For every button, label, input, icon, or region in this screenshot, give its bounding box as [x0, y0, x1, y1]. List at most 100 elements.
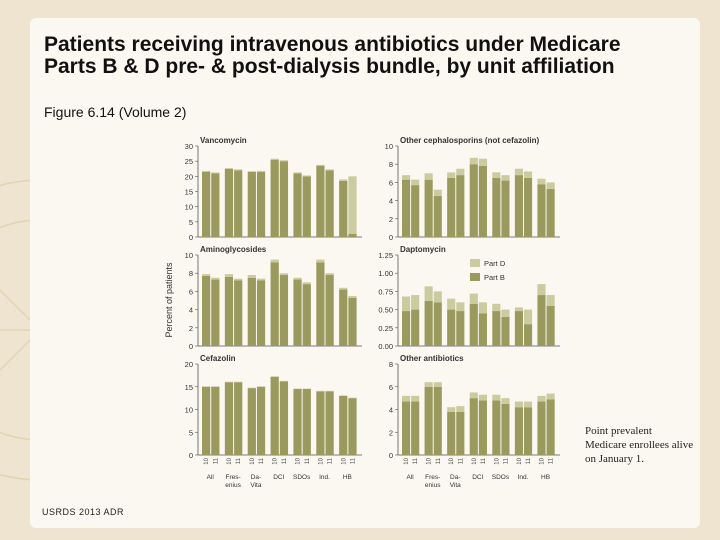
bar-part-d: [293, 277, 302, 280]
bar-part-b: [316, 165, 325, 237]
bar-part-b: [478, 400, 487, 455]
bar-part-b: [247, 171, 256, 237]
bar-part-b: [514, 175, 523, 237]
category-label: Fres-enius: [425, 474, 441, 489]
year-label: 10: [318, 457, 324, 464]
bar-part-d: [424, 286, 433, 301]
bar-part-d: [492, 394, 501, 401]
bar-part-d: [514, 307, 523, 312]
bar-part-d: [424, 382, 433, 387]
bar-part-b: [202, 171, 211, 237]
year-label: 10: [404, 457, 410, 464]
y-tick-label: 2: [389, 215, 393, 224]
y-tick-label: 0.75: [378, 287, 393, 296]
panel-title: Daptomycin: [400, 245, 446, 254]
bar-part-d: [256, 278, 266, 281]
bar-part-d: [424, 173, 433, 180]
bar-part-d: [537, 178, 546, 185]
year-label: 11: [350, 457, 356, 464]
bar-part-d: [546, 182, 555, 189]
bar-part-d: [456, 168, 465, 176]
bar-part-d: [411, 395, 420, 402]
panel-vancomycin: Vancomycin 0 5 10 15 20 25 30: [185, 136, 362, 242]
bar-part-b: [302, 389, 311, 455]
bar-part-b: [537, 295, 546, 346]
bar-part-b: [348, 398, 357, 455]
bar-part-d: [447, 407, 456, 412]
year-label: 10: [494, 457, 500, 464]
panel-title: Other cephalosporins (not cefazolin): [400, 136, 539, 145]
bar-part-b: [202, 275, 211, 346]
bar-part-b: [293, 279, 302, 346]
bar-part-b: [537, 184, 546, 237]
year-label: 11: [549, 457, 555, 464]
bar-part-b: [279, 381, 289, 455]
legend-label-part-b: Part B: [484, 273, 505, 282]
bar-part-d: [234, 169, 243, 171]
bar-part-b: [501, 180, 510, 237]
year-label: 10: [472, 457, 478, 464]
bar-part-d: [456, 406, 465, 412]
bar-part-b: [211, 173, 220, 237]
bar-part-b: [546, 188, 555, 237]
category-label: HB: [541, 474, 550, 481]
year-label: 11: [503, 457, 509, 464]
bar-part-b: [339, 180, 348, 237]
bar-part-b: [325, 170, 334, 237]
bar-part-b: [492, 400, 501, 455]
category-label: All: [207, 474, 215, 481]
year-label: 10: [296, 457, 302, 464]
y-tick-label: 0: [189, 233, 193, 242]
year-label: 10: [517, 457, 523, 464]
bar-part-d: [211, 277, 220, 280]
y-tick-label: 4: [389, 197, 393, 206]
year-label: 11: [305, 457, 311, 464]
bar-part-b: [523, 177, 533, 237]
bar-part-b: [469, 398, 478, 455]
bar-part-b: [293, 389, 302, 455]
bar-part-b: [411, 309, 420, 346]
y-tick-label: 1.25: [378, 251, 393, 260]
bar-part-b: [316, 262, 325, 346]
y-tick-label: 0.25: [378, 324, 393, 333]
bar-part-b: [302, 176, 311, 237]
bar-part-b: [234, 170, 243, 237]
y-tick-label: 8: [189, 269, 193, 278]
year-label: 11: [413, 457, 419, 464]
bar-part-d: [501, 309, 510, 317]
bar-part-d: [325, 273, 334, 276]
bar-part-d: [211, 172, 220, 174]
bar-part-b: [501, 316, 510, 346]
bar-part-b: [478, 166, 487, 237]
bar-part-b: [456, 311, 465, 346]
year-label: 11: [282, 457, 288, 464]
bar-part-b: [546, 305, 555, 346]
bar-part-d: [339, 287, 348, 290]
y-axis-label: Percent of patients: [164, 262, 174, 338]
panel-other-cephalosporins-not-cefazolin: Other cephalosporins (not cefazolin) 0 2 4 6…: [385, 136, 560, 242]
year-label: 11: [458, 457, 464, 464]
bar-part-b: [256, 171, 266, 237]
bar-part-b: [293, 173, 302, 237]
bar-part-d: [501, 398, 510, 404]
category-label: Da-Vita: [450, 474, 461, 489]
bar-part-b: [447, 411, 456, 455]
y-tick-label: 30: [185, 142, 193, 151]
panel-title: Vancomycin: [200, 136, 247, 145]
bar-part-b: [447, 309, 456, 346]
bar-part-d: [202, 170, 211, 172]
bar-part-d: [447, 298, 456, 310]
year-label: 10: [204, 457, 210, 464]
y-tick-label: 6: [389, 383, 393, 392]
bar-part-b: [325, 275, 334, 346]
y-tick-label: 2: [189, 324, 193, 333]
bar-part-b: [514, 311, 523, 346]
panel-title: Cefazolin: [200, 354, 236, 363]
bar-part-b: [469, 164, 478, 237]
legend: Part D Part B: [470, 259, 506, 282]
bar-part-b: [224, 382, 234, 455]
year-label: 10: [250, 457, 256, 464]
panel-title: Aminoglycosides: [200, 245, 267, 254]
category-label: All: [407, 474, 415, 481]
